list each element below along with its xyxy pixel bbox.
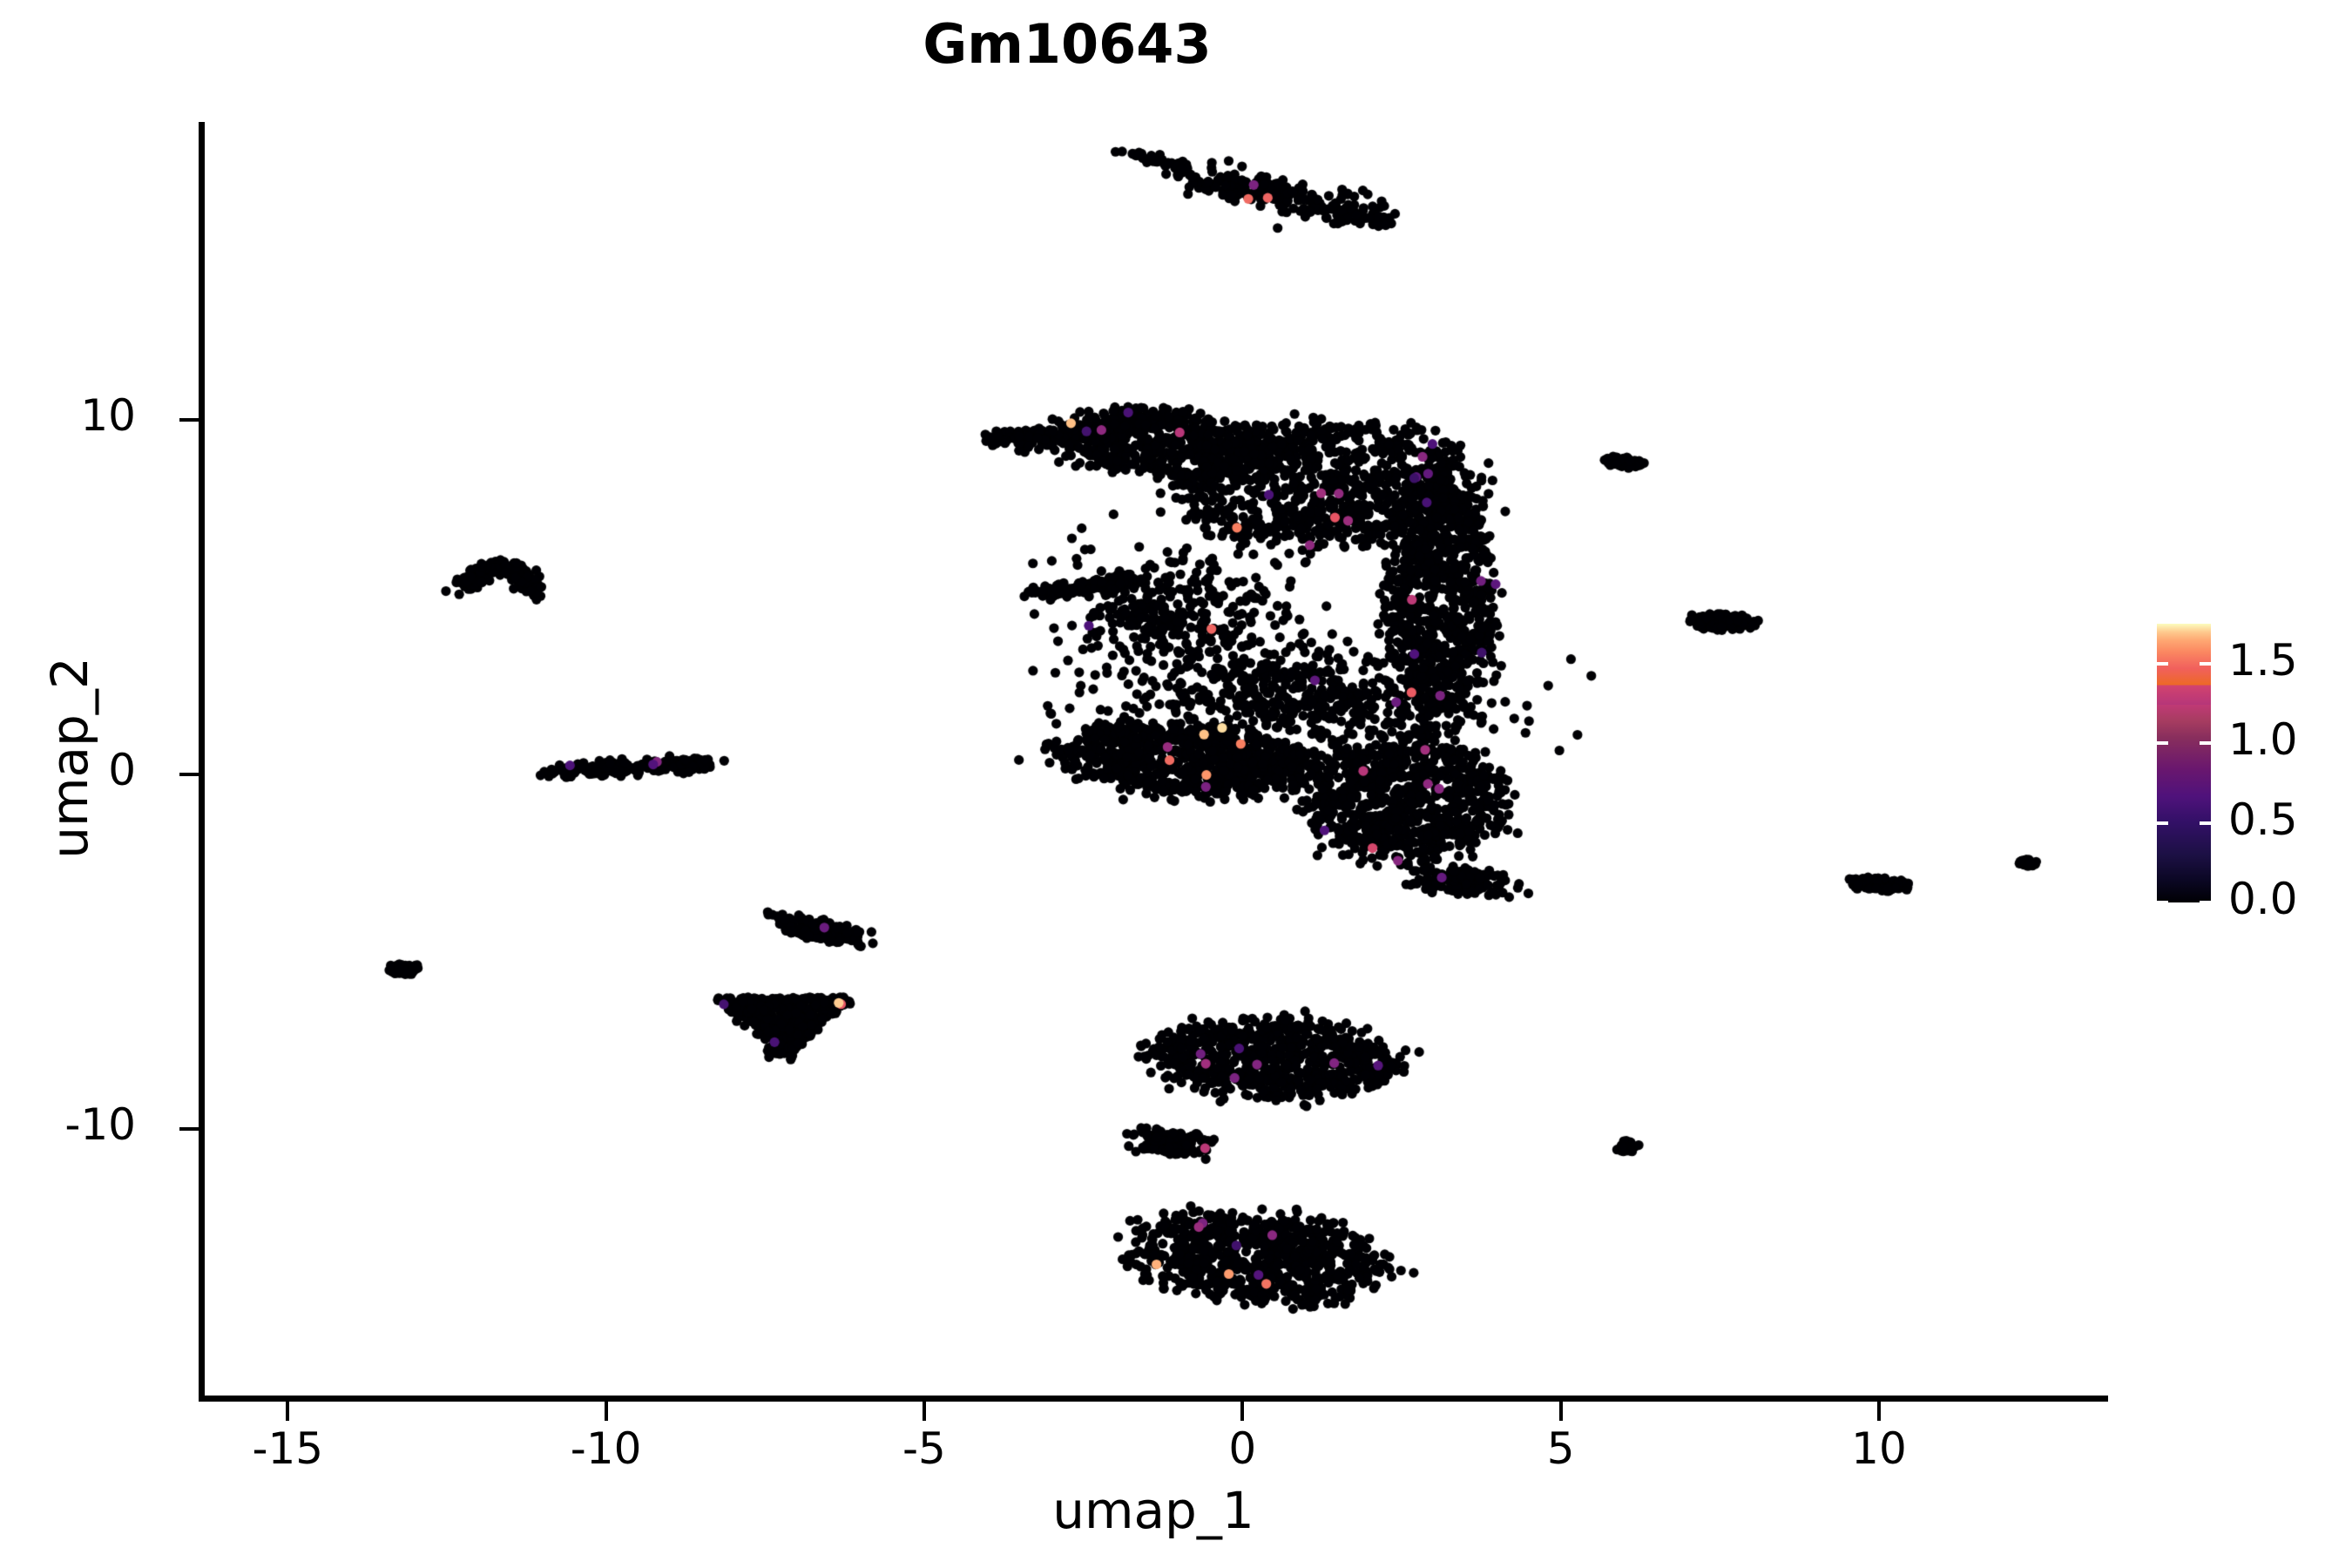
y-tick-mark — [179, 1126, 199, 1131]
y-tick-mark — [179, 417, 199, 422]
x-tick-label: -10 — [570, 1423, 642, 1474]
x-tick-label: 0 — [1228, 1423, 1257, 1474]
x-axis-spine — [199, 1396, 2108, 1402]
y-tick-label: -10 — [64, 1098, 136, 1150]
colorbar-tick-mark — [2157, 821, 2211, 825]
x-tick-mark — [604, 1402, 608, 1421]
colorbar-tick-label: 1.0 — [2228, 714, 2298, 766]
page-title: Gm10643 — [923, 12, 1212, 76]
x-tick-mark — [1558, 1402, 1563, 1421]
y-tick-label: 10 — [80, 389, 136, 441]
x-tick-mark — [286, 1402, 290, 1421]
x-tick-mark — [922, 1402, 926, 1421]
colorbar-tick-label: 0.5 — [2228, 794, 2298, 845]
umap-scatter-canvas — [199, 122, 2108, 1398]
colorbar-gradient — [2157, 624, 2211, 902]
x-tick-label: 5 — [1546, 1423, 1575, 1474]
colorbar-tick-mark — [2157, 661, 2211, 666]
x-tick-mark — [1240, 1402, 1245, 1421]
colorbar: 1.5 1.0 0.5 0.0 — [2157, 624, 2349, 924]
y-axis-spine — [199, 122, 205, 1402]
colorbar-tick-label: 0.0 — [2228, 874, 2298, 924]
x-tick-mark — [1876, 1402, 1881, 1421]
x-tick-label: -5 — [902, 1423, 946, 1474]
x-tick-label: -15 — [252, 1423, 324, 1474]
x-axis-label: umap_1 — [1052, 1481, 1254, 1540]
plot-area — [199, 122, 2108, 1398]
y-tick-mark — [179, 772, 199, 776]
colorbar-tick-label: 1.5 — [2228, 634, 2298, 686]
x-tick-label: 10 — [1851, 1423, 1907, 1474]
colorbar-tick-mark — [2157, 741, 2211, 746]
y-tick-label: 0 — [108, 744, 136, 795]
colorbar-tick-mark — [2157, 901, 2211, 904]
y-axis-label: umap_2 — [40, 657, 99, 859]
